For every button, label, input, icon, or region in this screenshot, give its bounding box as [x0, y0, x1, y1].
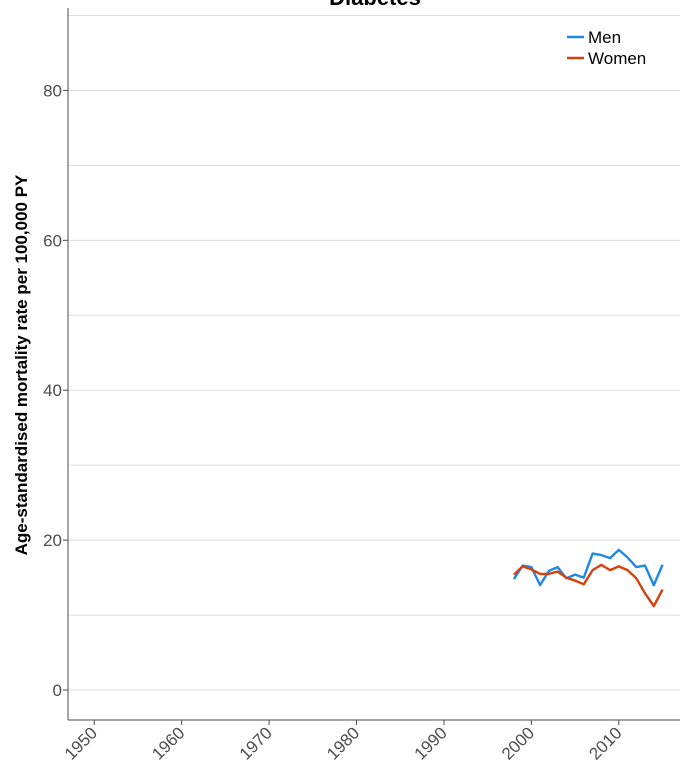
y-tick-label: 20: [43, 531, 62, 550]
chart-title: Diabetes: [329, 0, 421, 10]
x-tick-label: 1980: [323, 723, 363, 763]
y-tick-label: 80: [43, 81, 62, 100]
x-tick-label: 2010: [585, 723, 625, 763]
tick-labels: 0 20 40 60 80 1950 1960 1970 1980 1990 2000 2010: [43, 81, 626, 763]
grid-lines: [68, 14, 680, 691]
legend: Men Women: [567, 28, 646, 68]
series-line-women: [513, 563, 664, 608]
x-tick-label: 1950: [61, 723, 101, 763]
series-line-men: [512, 548, 664, 587]
axes: [63, 8, 680, 725]
x-tick-label: 1970: [236, 723, 276, 763]
y-axis-title: Age-standardised mortality rate per 100,…: [12, 174, 31, 555]
y-tick-label: 40: [43, 381, 62, 400]
x-tick-label: 2000: [498, 723, 538, 763]
x-tick-label: 1990: [411, 723, 451, 763]
y-tick-label: 0: [53, 681, 62, 700]
legend-label-men: Men: [588, 28, 621, 47]
x-tick-label: 1960: [148, 723, 188, 763]
series-lines: [512, 548, 664, 608]
y-tick-label: 60: [43, 231, 62, 250]
legend-label-women: Women: [588, 49, 646, 68]
